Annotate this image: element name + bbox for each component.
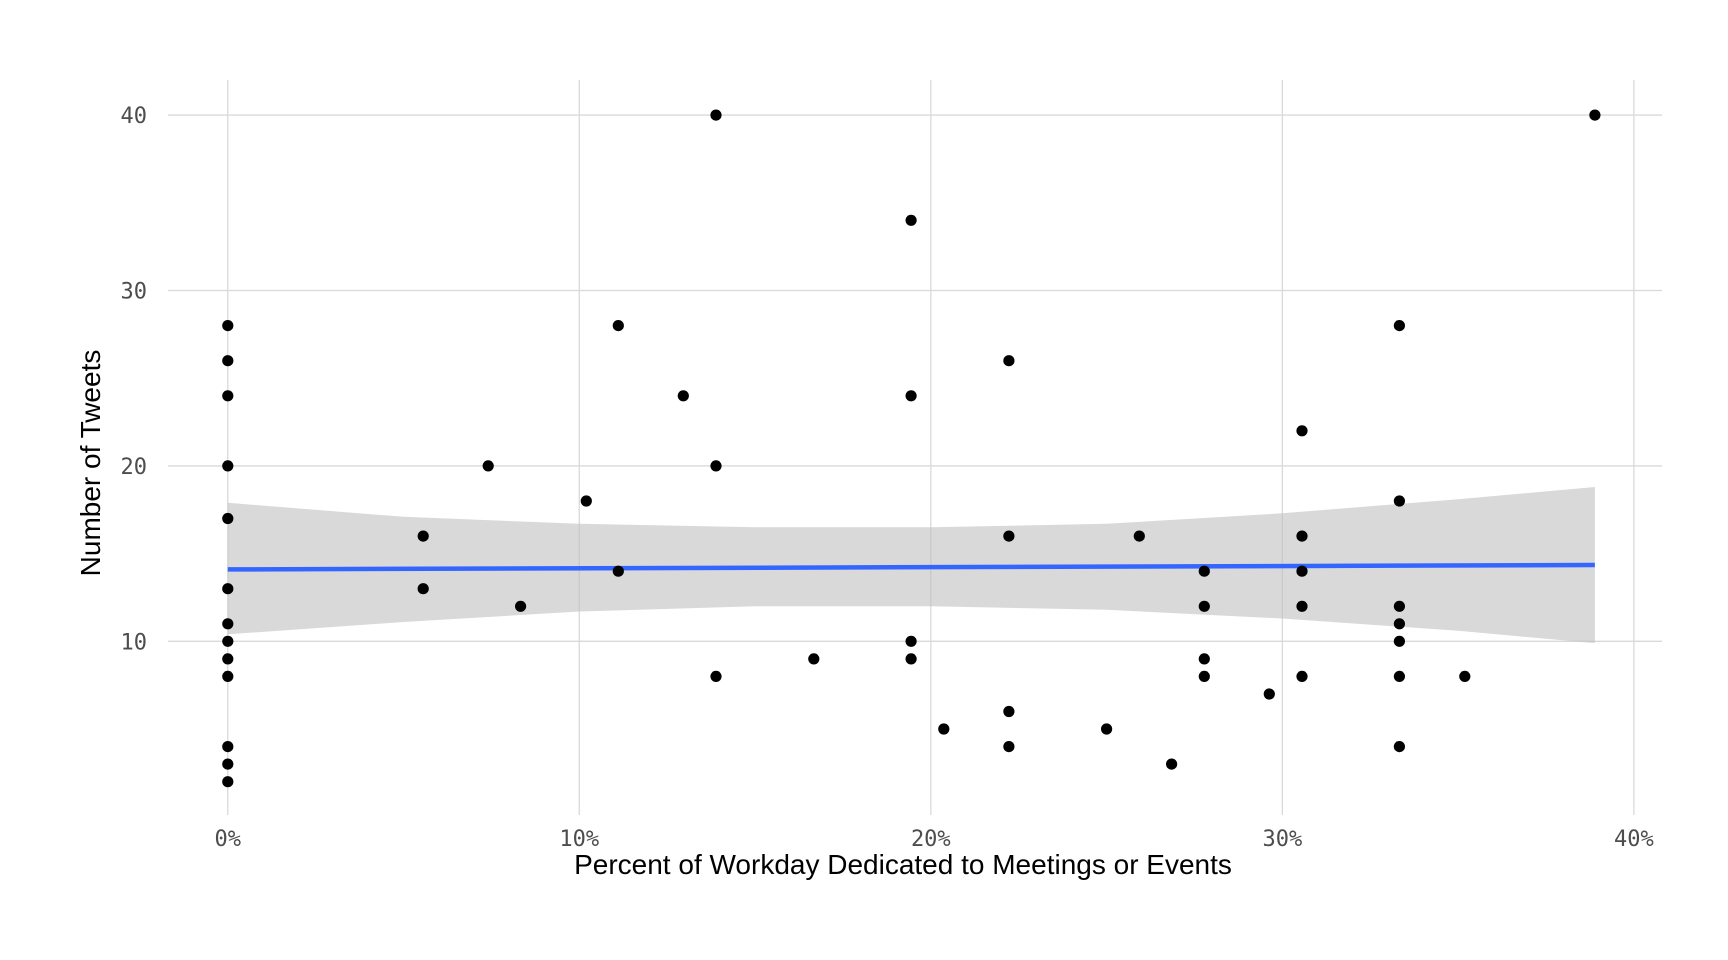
data-point	[515, 600, 527, 612]
data-point	[580, 495, 592, 507]
data-point	[1393, 635, 1405, 647]
grid-lines	[168, 80, 1662, 815]
data-point	[1003, 355, 1015, 367]
data-point	[905, 635, 917, 647]
data-point	[1198, 670, 1210, 683]
data-point	[222, 355, 234, 367]
data-point	[1198, 600, 1210, 612]
data-point	[1003, 530, 1015, 542]
trend-line-layer	[227, 562, 1595, 572]
x-tick-label: 10%	[559, 827, 599, 852]
data-point	[1393, 670, 1405, 683]
data-point	[938, 723, 950, 735]
data-point	[222, 741, 234, 753]
x-tick-label: 20%	[911, 827, 951, 852]
data-point	[1003, 705, 1015, 718]
y-axis-title: Number of Tweets	[75, 350, 106, 577]
data-point	[1263, 688, 1275, 700]
y-tick-label: 40	[121, 104, 148, 129]
data-point	[1393, 495, 1405, 507]
data-point	[222, 653, 234, 665]
data-point	[222, 635, 234, 647]
data-point	[222, 390, 234, 402]
data-point	[417, 530, 429, 542]
data-point	[1296, 530, 1308, 542]
trend-line	[227, 562, 1595, 572]
data-point	[1393, 618, 1405, 630]
data-points	[222, 109, 1601, 788]
data-point	[1003, 741, 1015, 753]
data-point	[222, 776, 234, 788]
data-point	[1198, 565, 1210, 577]
data-point	[677, 390, 689, 402]
data-point	[1166, 758, 1178, 770]
data-point	[1296, 425, 1308, 437]
data-point	[1133, 530, 1145, 542]
data-point	[905, 214, 917, 226]
data-point	[417, 583, 429, 595]
x-tick-label: 30%	[1262, 827, 1302, 852]
data-point	[222, 618, 234, 630]
data-point	[905, 653, 917, 665]
x-tick-label: 40%	[1614, 827, 1654, 852]
y-tick-label: 30	[121, 280, 148, 305]
data-point	[1296, 670, 1308, 683]
data-point	[1296, 600, 1308, 612]
data-point	[222, 320, 234, 332]
data-point	[222, 460, 234, 472]
tick-labels: 10 20 30 40 0% 10% 20% 30% 40%	[121, 104, 1654, 852]
y-tick-label: 10	[121, 630, 148, 655]
data-point	[710, 460, 722, 472]
data-point	[482, 460, 494, 472]
data-point	[612, 565, 624, 577]
data-point	[710, 109, 722, 121]
data-point	[710, 670, 722, 683]
data-point	[808, 653, 820, 665]
data-point	[1296, 565, 1308, 577]
data-point	[1589, 109, 1601, 121]
data-point	[222, 583, 234, 595]
data-point	[1393, 320, 1405, 332]
data-point	[1393, 600, 1405, 612]
data-point	[1393, 741, 1405, 753]
data-point	[222, 512, 234, 525]
data-point	[1198, 653, 1210, 665]
data-point	[905, 390, 917, 402]
data-point	[1101, 723, 1113, 735]
x-axis-title: Percent of Workday Dedicated to Meetings…	[574, 849, 1232, 880]
data-point	[222, 670, 234, 683]
data-point	[222, 758, 234, 770]
data-point	[1459, 670, 1471, 683]
y-tick-label: 20	[121, 455, 148, 480]
x-tick-label: 0%	[215, 827, 242, 852]
data-point	[612, 320, 624, 332]
